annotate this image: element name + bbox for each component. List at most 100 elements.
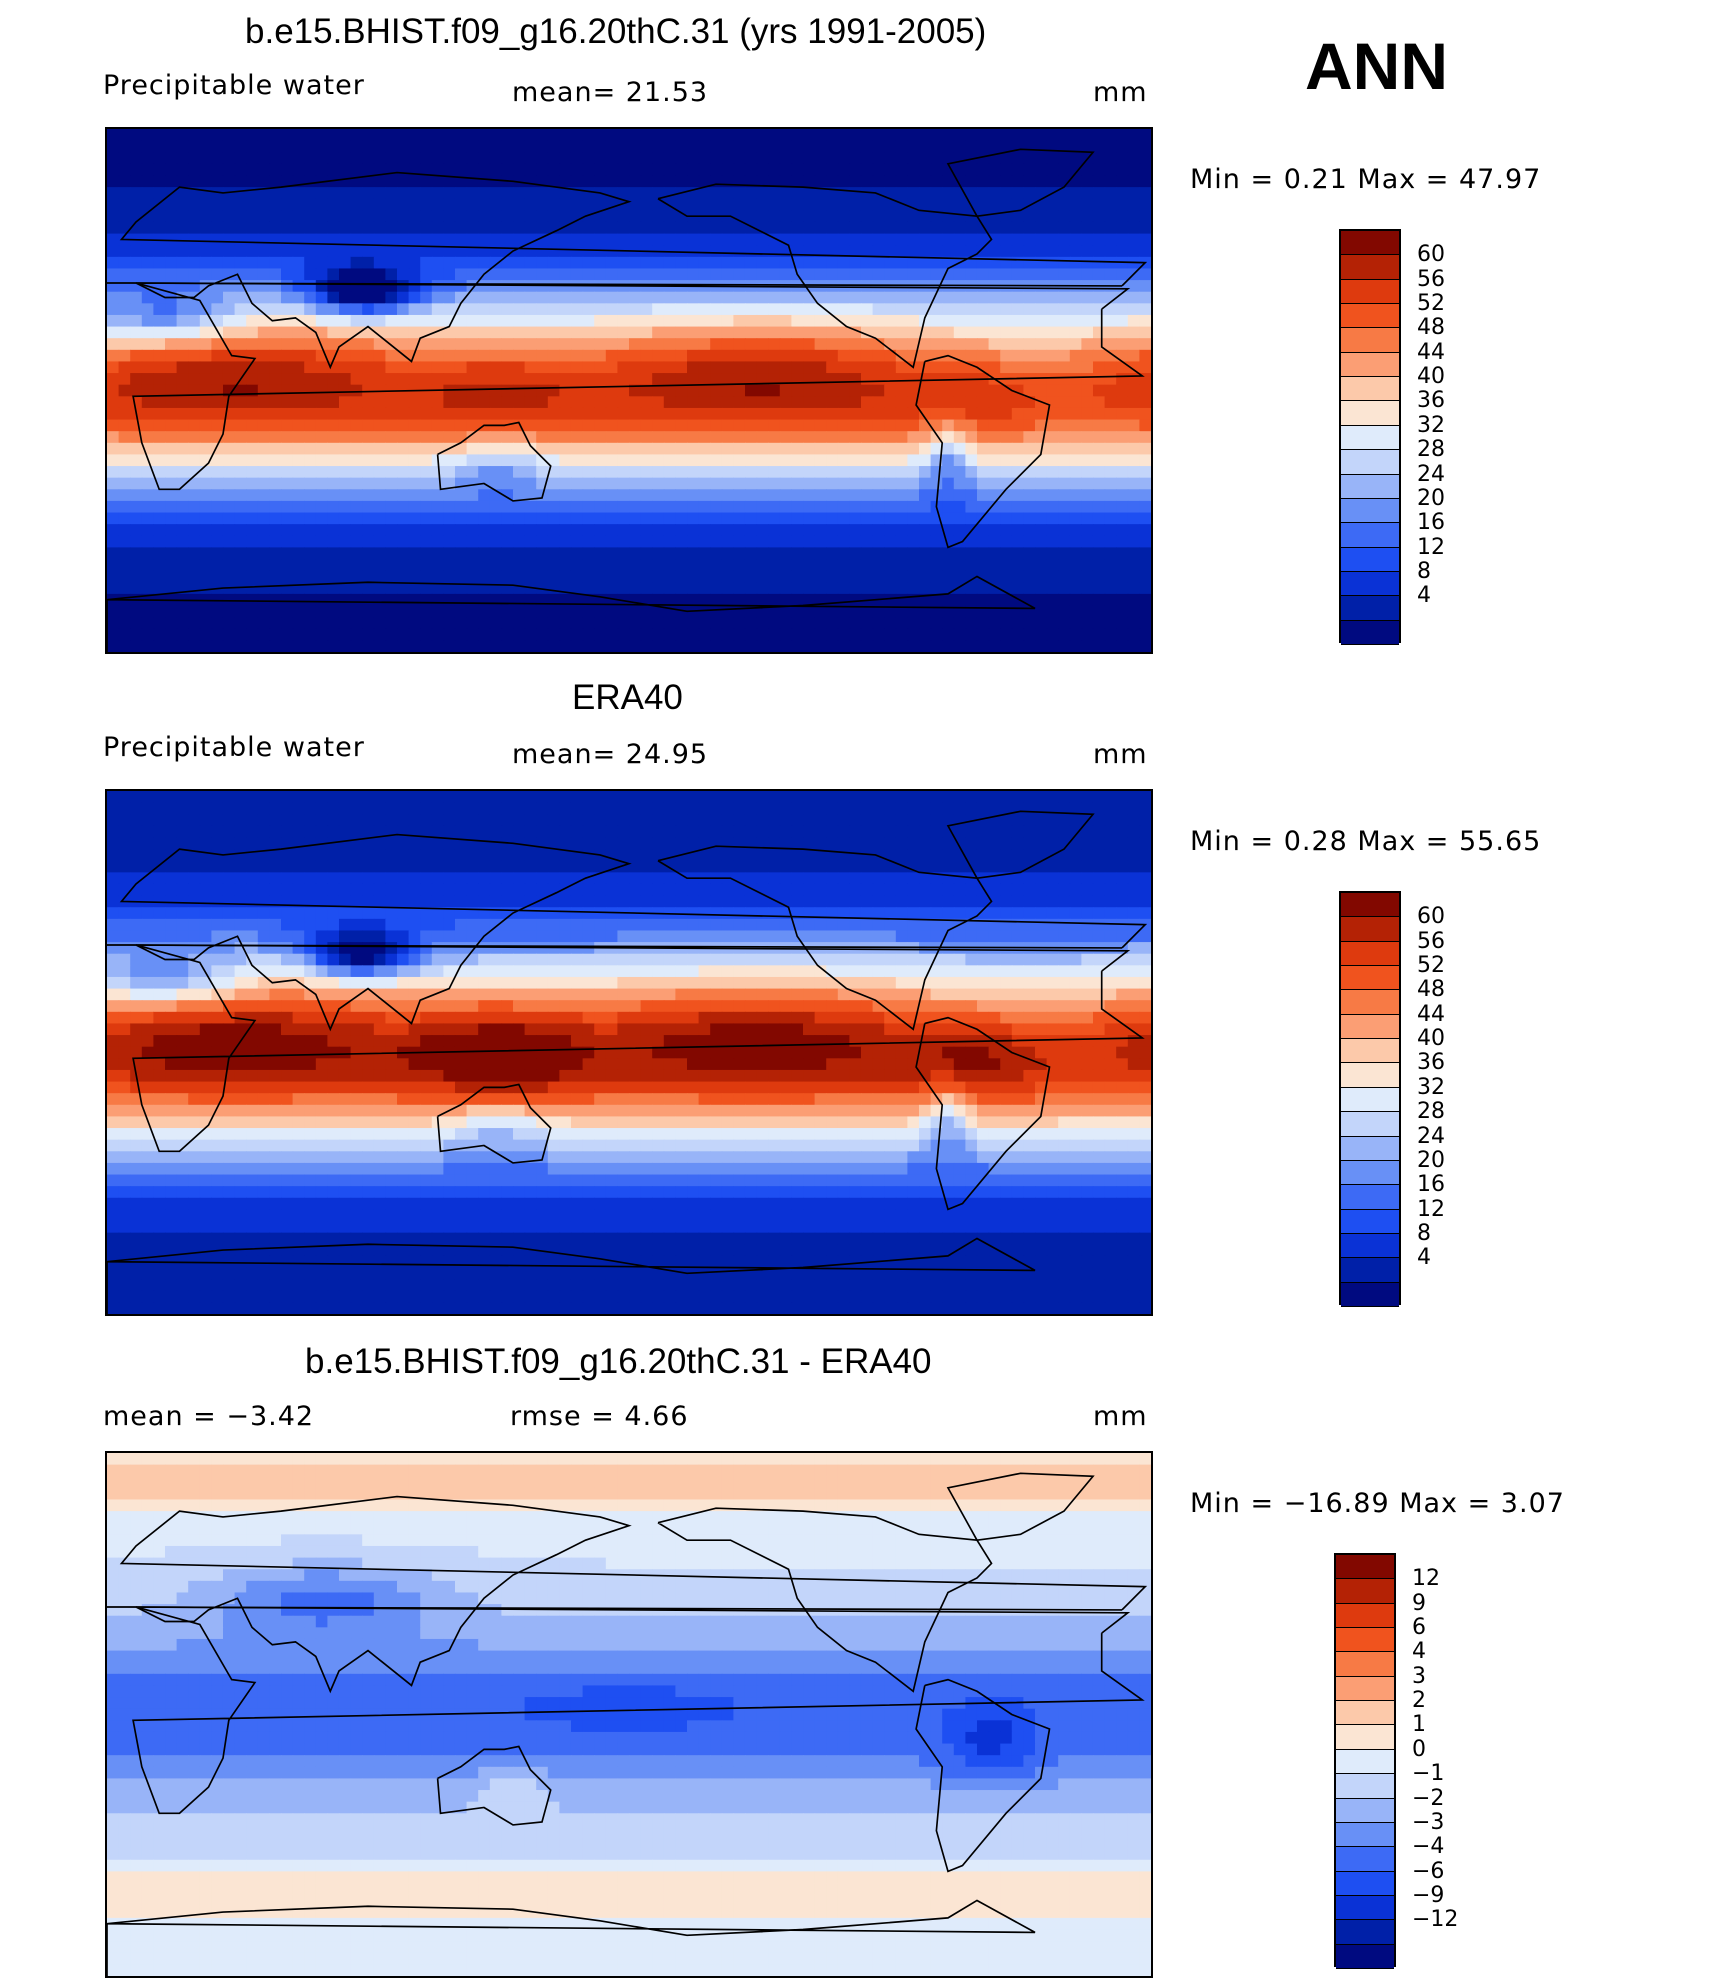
field-cell [745,350,757,362]
field-cell [501,849,513,861]
field-cell [641,559,653,571]
field-cell [884,547,896,559]
field-cell [362,884,374,896]
field-cell [559,640,571,652]
field-cell [420,513,432,525]
field-cell [722,791,734,803]
field-cell [768,582,780,594]
field-cell [617,513,629,525]
field-cell [815,141,827,153]
field-cell [652,327,664,339]
field-cell [107,280,119,292]
field-cell [223,536,235,548]
field-cell [1093,361,1105,373]
field-cell [745,164,757,176]
field-cell [455,199,467,211]
field-cell [884,303,896,315]
field-cell [629,606,641,618]
field-cell [281,454,293,466]
field-cell [907,129,919,141]
field-cell [339,385,351,397]
field-cell [420,338,432,350]
field-cell [165,884,177,896]
field-cell [1128,222,1140,234]
field-cell [536,547,548,559]
field-cell [1081,129,1093,141]
field-cell [907,489,919,501]
field-cell [1139,872,1151,884]
field-cell [710,396,722,408]
field-cell [293,164,305,176]
field-cell [931,152,943,164]
field-cell [153,571,165,583]
field-cell [362,303,374,315]
field-cell [130,443,142,455]
field-cell [1128,129,1140,141]
field-cell [1093,791,1105,803]
field-cell [931,849,943,861]
field-cell [188,268,200,280]
field-cell [954,478,966,490]
field-cell [548,536,560,548]
map-obs [105,789,1153,1316]
field-cell [513,443,525,455]
field-cell [536,803,548,815]
field-cell [710,234,722,246]
field-cell [617,524,629,536]
field-cell [803,431,815,443]
field-cell [965,408,977,420]
field-cell [153,187,165,199]
field-cell [919,896,931,908]
field-cell [849,338,861,350]
field-cell [849,594,861,606]
field-cell [211,396,223,408]
field-cell [780,303,792,315]
field-cell [571,803,583,815]
field-cell [768,513,780,525]
field-cell [1128,431,1140,443]
field-cell [188,210,200,222]
field-cell [780,791,792,803]
field-cell [1000,396,1012,408]
field-cell [884,513,896,525]
field-cell [536,814,548,826]
colorbar-tick-label: 16 [1417,512,1445,534]
field-cell [641,489,653,501]
field-cell [467,129,479,141]
field-cell [791,617,803,629]
field-cell [548,478,560,490]
field-cell [200,791,212,803]
field-cell [583,164,595,176]
field-cell [907,268,919,280]
field-cell [629,501,641,513]
field-cell [861,454,873,466]
field-cell [304,478,316,490]
field-cell [420,547,432,559]
field-cell [722,396,734,408]
field-cell [281,478,293,490]
field-cell [269,350,281,362]
field-cell [687,408,699,420]
field-cell [142,606,154,618]
field-cell [501,164,513,176]
field-cell [1012,338,1024,350]
field-cell [362,571,374,583]
field-cell [710,861,722,873]
field-cell [629,884,641,896]
field-cell [409,501,421,513]
field-cell [420,594,432,606]
field-cell [269,234,281,246]
field-cell [1093,524,1105,536]
field-cell [235,536,247,548]
field-cell [675,222,687,234]
field-cell [559,513,571,525]
field-cell [119,582,131,594]
field-cell [316,280,328,292]
field-cell [791,164,803,176]
field-cell [757,303,769,315]
field-cell [165,199,177,211]
field-cell [211,478,223,490]
field-cell [374,606,386,618]
field-cell [699,350,711,362]
field-cell [1035,501,1047,513]
